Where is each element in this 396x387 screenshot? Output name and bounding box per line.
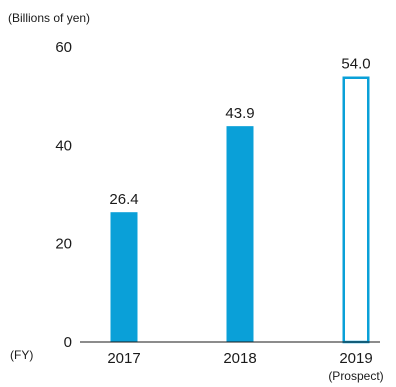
value-label-2017: 26.4 <box>109 191 138 208</box>
bar-2019 <box>342 76 370 344</box>
y-tick-label: 60 <box>55 39 72 56</box>
y-tick-label: 0 <box>64 334 72 351</box>
x-tick-label-2018: 2018 <box>223 350 256 367</box>
value-label-2018: 43.9 <box>225 105 254 122</box>
bar-2017 <box>110 212 138 342</box>
x-tick-note-2019: (Prospect) <box>328 369 383 383</box>
y-axis-unit-label: (Billions of yen) <box>8 11 90 25</box>
value-label-2019: 54.0 <box>341 56 370 73</box>
bar-2018 <box>226 126 254 343</box>
y-axis-ticks: 0 20 40 60 <box>55 39 72 351</box>
x-tick-label-2017: 2017 <box>107 350 140 367</box>
x-axis-ticks: 2017 2018 2019 (Prospect) <box>107 350 383 383</box>
x-tick-label-2019: 2019 <box>339 350 372 367</box>
x-axis-fy-label: (FY) <box>10 348 33 362</box>
y-tick-label: 40 <box>55 137 72 154</box>
y-tick-label: 20 <box>55 236 72 253</box>
value-labels-group: 26.4 43.9 54.0 <box>109 56 370 209</box>
